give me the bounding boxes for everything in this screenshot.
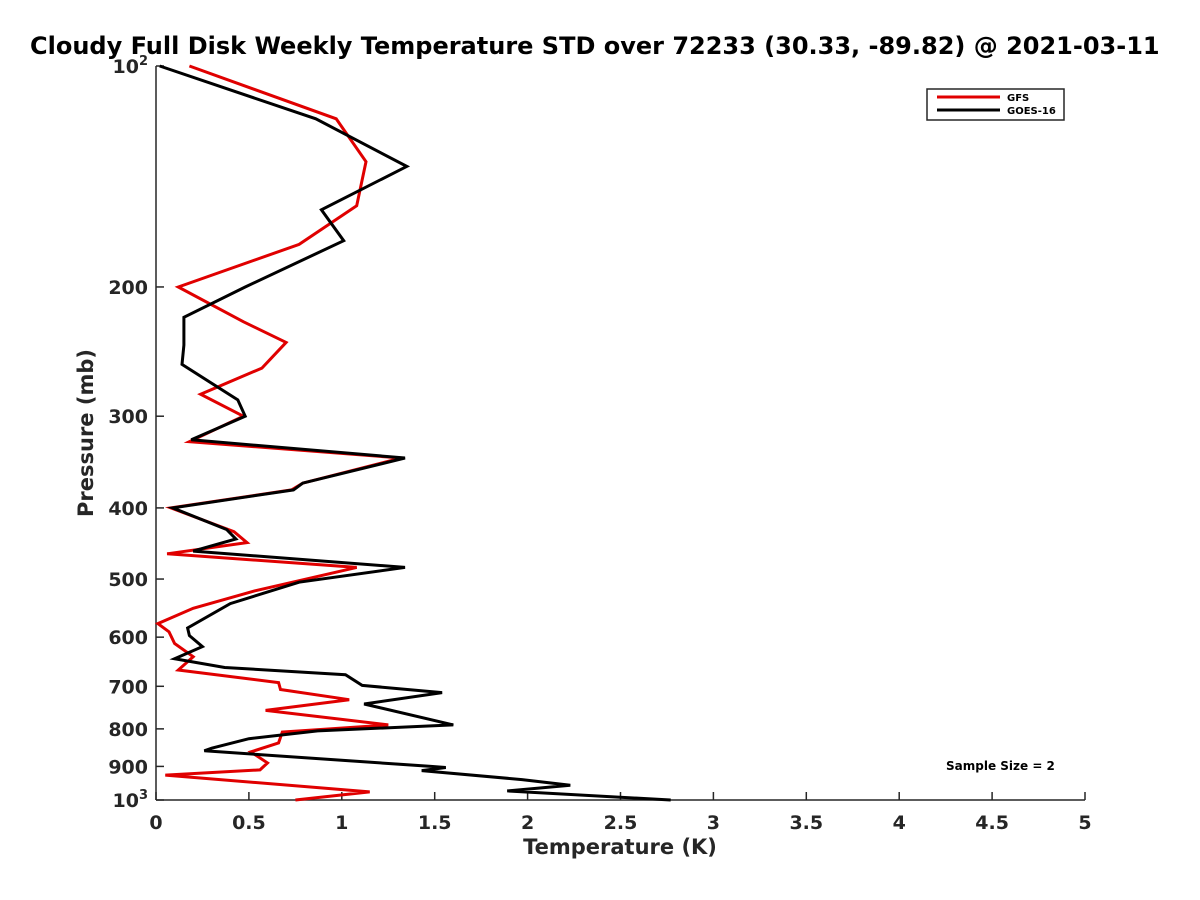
y-tick-label: 200 [108,277,148,299]
x-tick-label: 4 [893,812,906,834]
plot-area [154,64,671,802]
x-tick-label: 5 [1078,812,1091,834]
legend-label-goes-16: GOES-16 [1007,106,1056,117]
y-tick-label: 700 [108,676,148,698]
x-tick-label: 2 [521,812,534,834]
legend: GFS GOES-16 [926,88,1065,121]
y-tick-label: 500 [108,569,148,591]
x-axis-label: Temperature (K) [523,835,717,859]
y-tick-label: 300 [108,406,148,428]
y-tick-label: 102 [113,54,149,78]
y-axis-label: Pressure (mb) [74,349,98,517]
x-tick-label: 4.5 [975,812,1009,834]
y-tick-label: 600 [108,627,148,649]
x-tick-label: 1 [335,812,348,834]
x-tick-label: 0 [149,812,162,834]
series-line-gfs [154,64,402,802]
y-tick-label: 103 [113,788,149,812]
x-tick-label: 0.5 [232,812,266,834]
y-tick-label: 400 [108,498,148,520]
legend-box [926,88,1065,121]
legend-label-gfs: GFS [1007,93,1029,104]
y-tick-label: 800 [108,719,148,741]
axes: 0 0.5 1 1.5 2 2.5 3 3.5 4 4.5 5 102 200 300 400 500 600 7… [108,54,1091,834]
sample-size-annotation: Sample Size = 2 [946,759,1055,773]
x-tick-label: 3 [707,812,720,834]
chart-title: Cloudy Full Disk Weekly Temperature STD … [30,32,1160,60]
series-line-goes-16 [159,64,671,802]
x-tick-label: 3.5 [789,812,823,834]
y-tick-label: 900 [108,756,148,778]
x-tick-label: 1.5 [418,812,452,834]
x-tick-label: 2.5 [604,812,638,834]
